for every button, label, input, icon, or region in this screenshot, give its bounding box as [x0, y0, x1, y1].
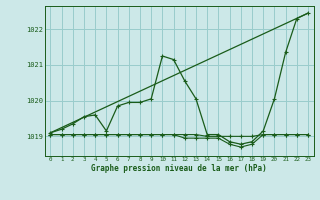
X-axis label: Graphe pression niveau de la mer (hPa): Graphe pression niveau de la mer (hPa) [91, 164, 267, 173]
